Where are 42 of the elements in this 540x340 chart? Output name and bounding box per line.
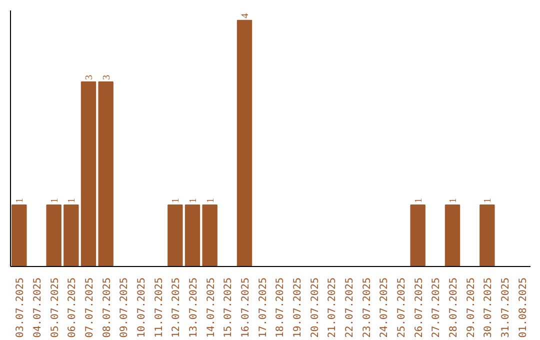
x-tick-label: 14.07.2025: [206, 277, 217, 338]
data-label: 1: [66, 198, 78, 203]
x-tick-label: 04.07.2025: [32, 277, 44, 338]
x-tick-label: 21.07.2025: [327, 277, 338, 338]
x-tick-label: 26.07.2025: [414, 277, 425, 338]
data-label: 1: [188, 198, 199, 203]
x-tick-label: 12.07.2025: [171, 277, 182, 338]
x-tick-label: 20.07.2025: [310, 277, 321, 338]
x-tick-label: 31.07.2025: [500, 277, 512, 338]
x-tick-label: 30.07.2025: [483, 277, 494, 338]
x-tick-label: 19.07.2025: [292, 277, 304, 338]
x-tick-label: 23.07.2025: [362, 277, 373, 338]
x-tick-label: 25.07.2025: [396, 277, 408, 338]
data-label: 3: [84, 74, 95, 80]
data-label: 1: [49, 198, 60, 203]
x-tick-label: 24.07.2025: [379, 277, 390, 338]
x-tick-label: 05.07.2025: [50, 277, 61, 338]
data-label: 1: [170, 198, 182, 203]
x-tick-label: 27.07.2025: [431, 277, 442, 338]
x-tick-label: 06.07.2025: [67, 277, 78, 338]
data-label: 1: [14, 198, 26, 203]
data-label: 1: [413, 198, 424, 203]
data-label: 4: [240, 13, 251, 18]
x-tick-label: 17.07.2025: [258, 277, 269, 338]
x-tick-label: 07.07.2025: [84, 277, 96, 338]
x-tick-label: 18.07.2025: [275, 277, 286, 338]
x-tick-label: 16.07.2025: [240, 277, 252, 338]
data-label: 1: [448, 198, 459, 203]
x-tick-label: 10.07.2025: [136, 277, 148, 338]
data-label: 1: [482, 198, 494, 203]
x-tick-label: 11.07.2025: [154, 277, 165, 338]
x-tick-label: 09.07.2025: [119, 277, 130, 338]
x-tick-label: 28.07.2025: [448, 277, 460, 338]
x-tick-label: 29.07.2025: [466, 277, 477, 338]
data-label: 3: [101, 74, 112, 80]
x-tick-label: 03.07.2025: [15, 277, 26, 338]
x-tick-label: 13.07.2025: [188, 277, 200, 338]
x-tick-label: 15.07.2025: [223, 277, 234, 338]
x-tick-label: 22.07.2025: [344, 277, 356, 338]
x-tick-label: 01.08.2025: [518, 277, 529, 338]
x-tick-label: 08.07.2025: [102, 277, 113, 338]
data-label: 1: [205, 198, 216, 203]
